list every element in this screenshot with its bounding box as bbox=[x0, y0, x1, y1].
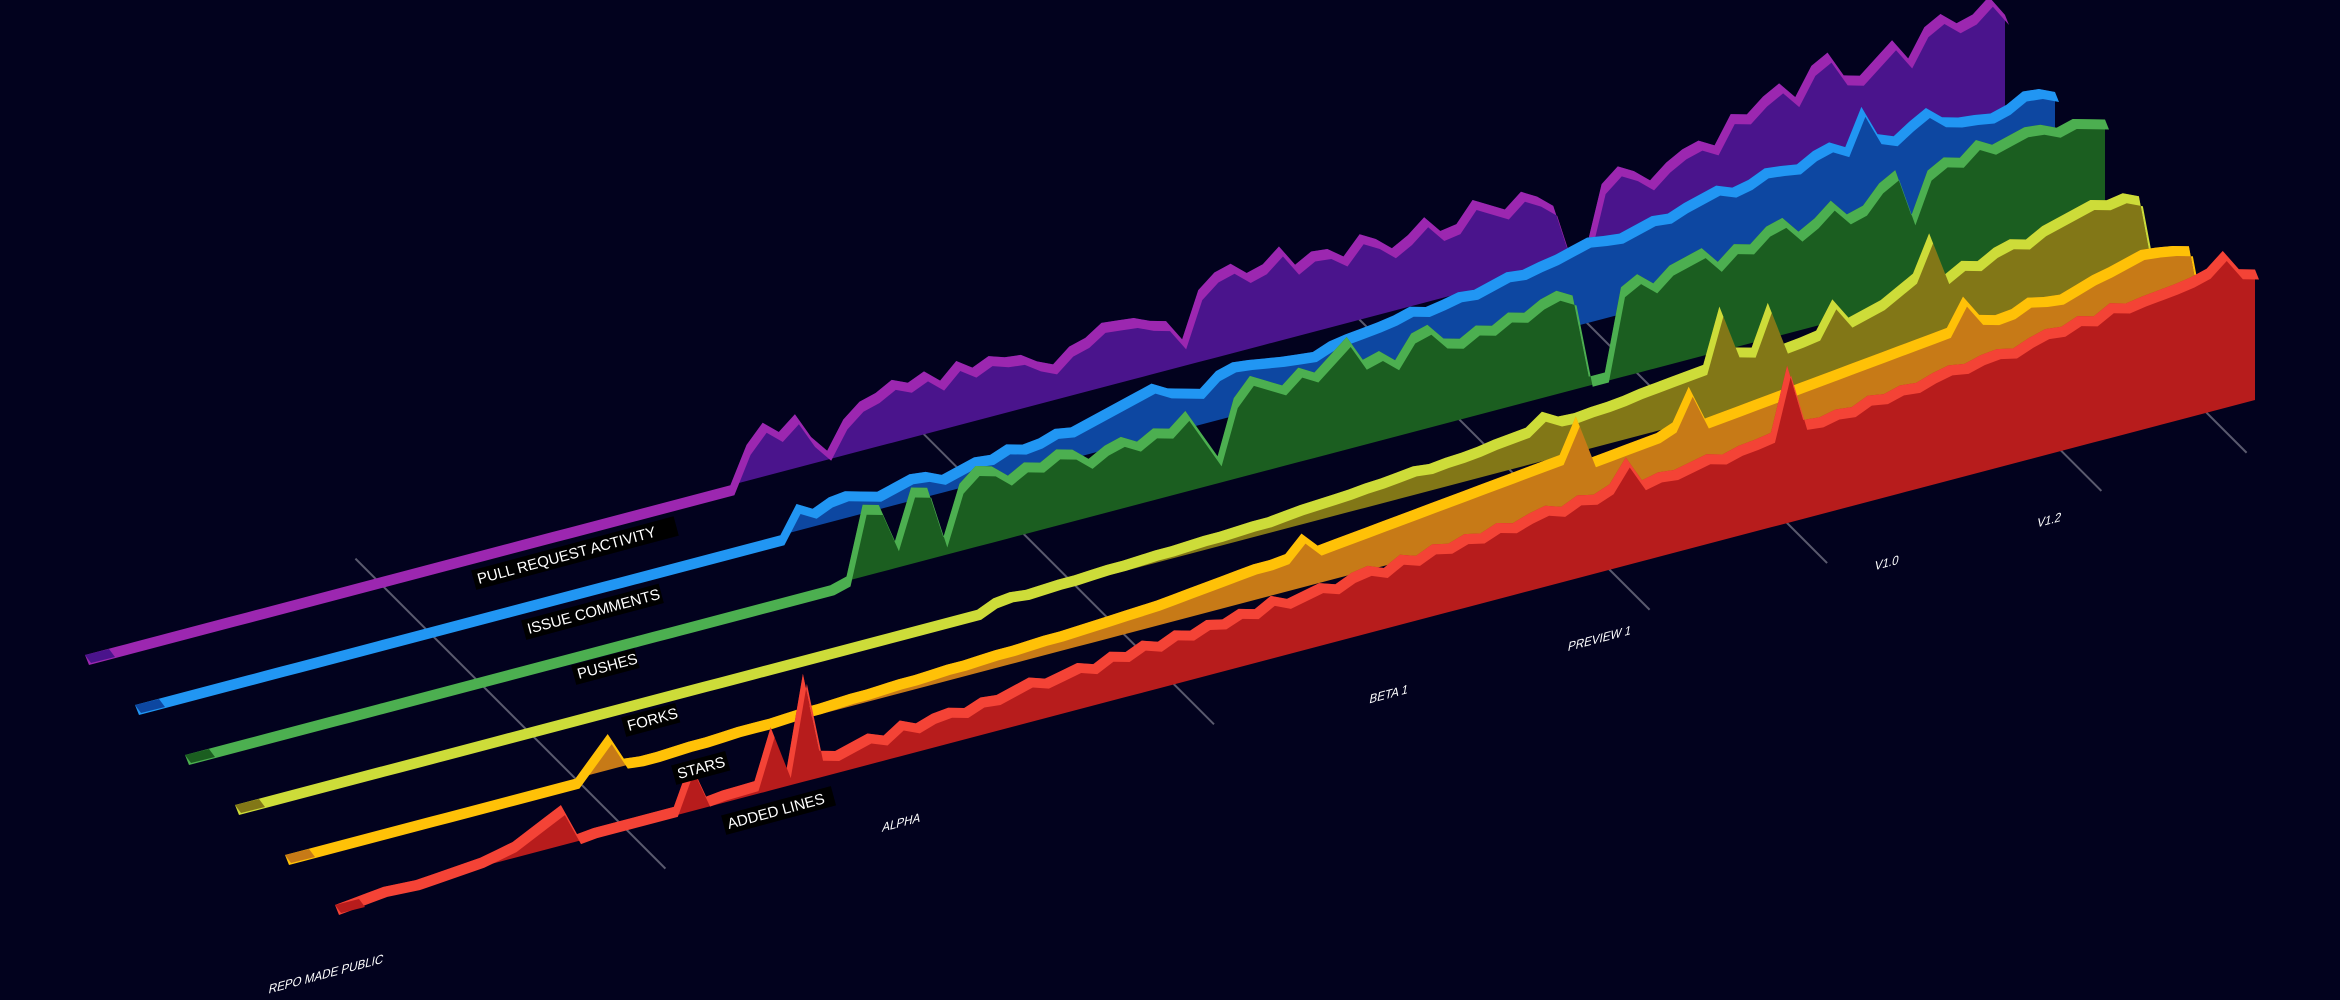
series-label: STARS bbox=[671, 751, 731, 785]
series-top-edge bbox=[335, 250, 2259, 915]
series-top-edge bbox=[85, 0, 2009, 665]
series-end-cap bbox=[335, 899, 365, 913]
series-top-edge bbox=[285, 245, 2209, 865]
milestone-label: REPO MADE PUBLIC bbox=[268, 952, 385, 997]
series-top-edge bbox=[185, 118, 2109, 765]
series-area bbox=[335, 250, 2255, 905]
series-end-cap bbox=[135, 699, 165, 713]
series-end-cap bbox=[235, 799, 265, 813]
series-ribbons bbox=[85, 0, 2259, 915]
milestone-gridline bbox=[354, 557, 667, 870]
milestone-label: PREVIEW 1 bbox=[1567, 623, 1633, 654]
milestone-label: V1.2 bbox=[2036, 510, 2062, 531]
milestone-labels: REPO MADE PUBLIC ALPHA BETA 1 PREVIEW 1 V1.0… bbox=[268, 510, 2063, 997]
series-end-cap bbox=[85, 649, 115, 663]
milestone-label: ALPHA bbox=[881, 810, 922, 835]
milestone-label: V1.0 bbox=[1874, 553, 1900, 574]
series-end-cap bbox=[185, 749, 215, 763]
series-top-edge bbox=[135, 89, 2059, 715]
series-end-cap bbox=[285, 849, 315, 863]
milestone-label: BETA 1 bbox=[1368, 682, 1409, 707]
series-area bbox=[135, 89, 2055, 705]
